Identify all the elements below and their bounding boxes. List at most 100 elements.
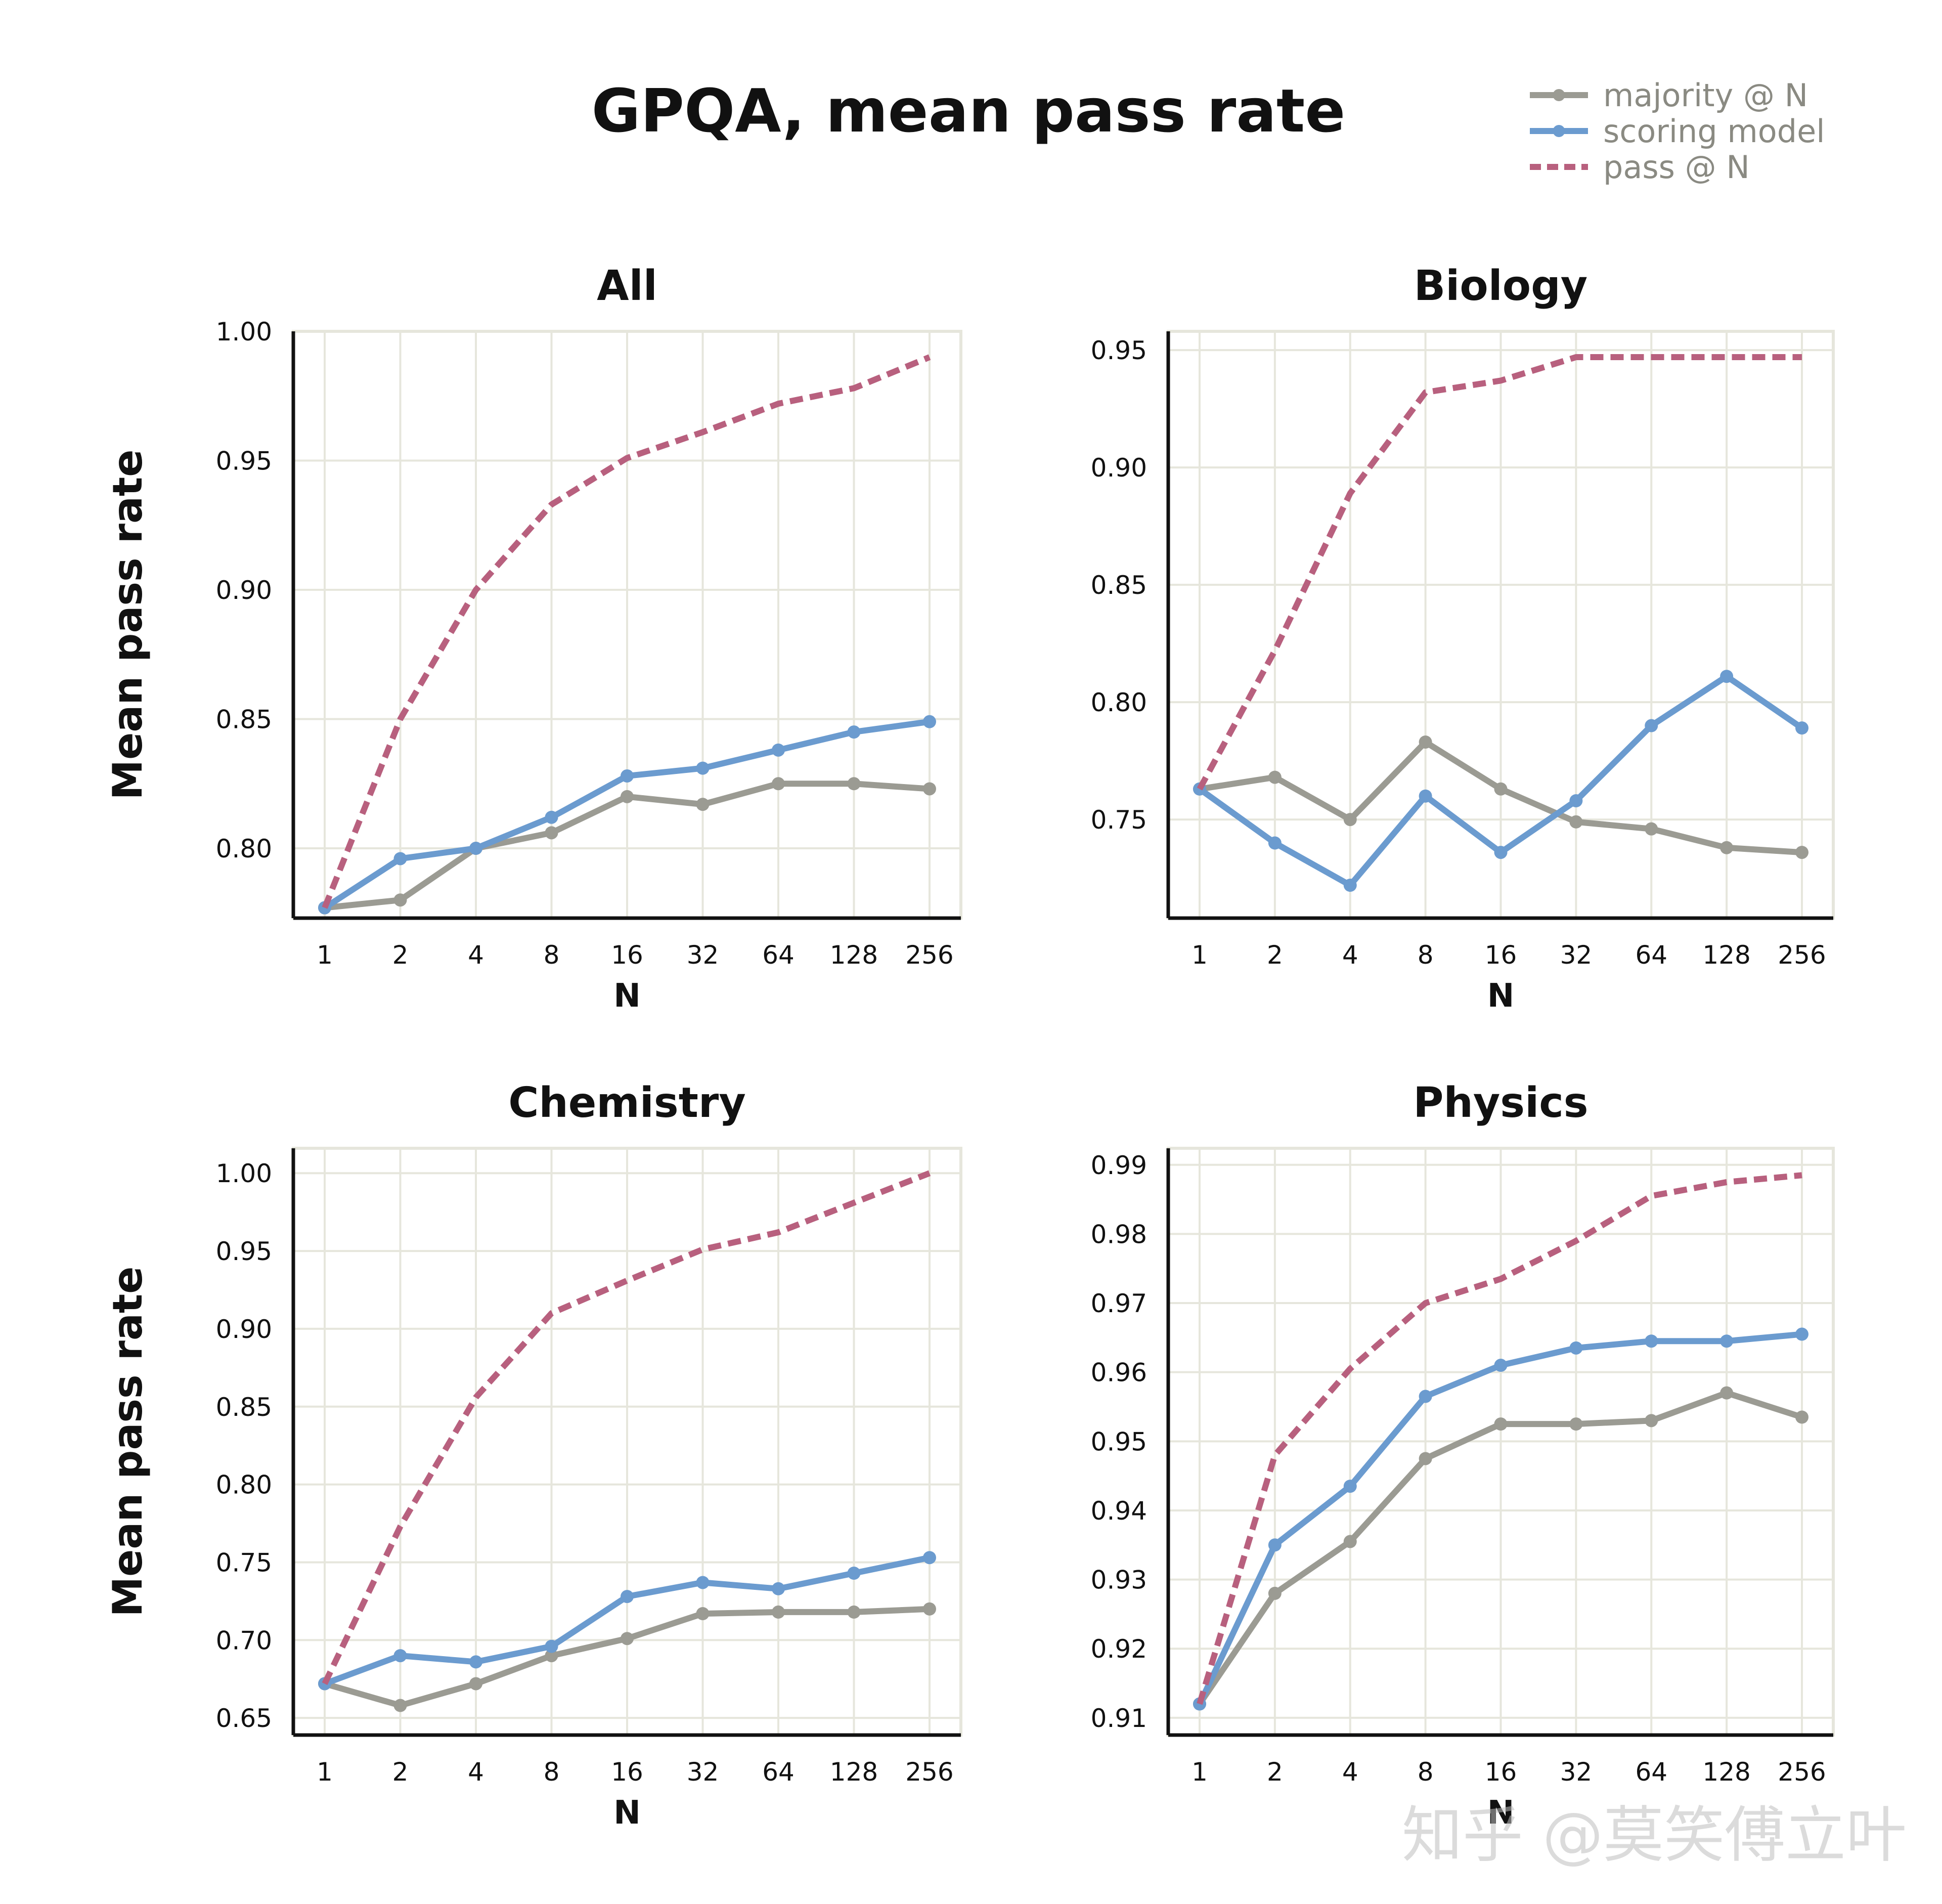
x-tick-label: 4 xyxy=(1342,940,1358,970)
data-point xyxy=(1268,1538,1282,1552)
y-tick-label: 0.90 xyxy=(216,1315,272,1344)
data-point xyxy=(545,826,558,840)
data-point xyxy=(1720,1334,1734,1348)
data-point xyxy=(1795,1327,1808,1341)
data-point xyxy=(545,810,558,824)
data-point xyxy=(621,769,634,783)
x-tick-label: 8 xyxy=(544,1757,560,1787)
data-point xyxy=(621,790,634,803)
data-point xyxy=(1268,836,1282,850)
x-tick-label: 128 xyxy=(830,1757,878,1787)
x-tick-label: 64 xyxy=(762,940,795,970)
panel-title: All xyxy=(597,262,657,310)
x-tick-label: 128 xyxy=(1702,940,1750,970)
data-point xyxy=(621,1590,634,1604)
data-point xyxy=(1494,1417,1508,1431)
series-pass-n xyxy=(1197,354,1802,791)
y-tick-label: 0.95 xyxy=(1091,1427,1147,1456)
data-point xyxy=(1645,1334,1658,1348)
series-line xyxy=(1197,354,1802,791)
data-point xyxy=(1494,782,1508,796)
x-tick-label: 32 xyxy=(687,940,719,970)
y-tick-label: 0.70 xyxy=(216,1626,272,1655)
x-axis-label: N xyxy=(1487,1794,1515,1832)
y-tick-label: 0.94 xyxy=(1091,1496,1147,1526)
data-point xyxy=(1343,1535,1357,1548)
data-point xyxy=(1569,1417,1583,1431)
x-tick-label: 32 xyxy=(687,1757,719,1787)
data-point xyxy=(1720,841,1734,854)
y-tick-label: 0.85 xyxy=(216,705,272,734)
data-point xyxy=(469,1677,482,1691)
series-scoring-model xyxy=(318,1551,936,1691)
x-tick-label: 256 xyxy=(1778,940,1826,970)
panel-all: 0.80 0.85 0.90 0.95 1.00 1 2 4 8 16 32 64 128 256 All N… xyxy=(104,262,962,1015)
panel-title: Biology xyxy=(1414,262,1588,310)
x-tick-label: 32 xyxy=(1560,1757,1593,1787)
x-tick-label: 1 xyxy=(1191,1757,1208,1787)
x-tick-label: 256 xyxy=(905,1757,953,1787)
legend-item-majority-n: majority @ N xyxy=(1530,77,1808,114)
x-tick-label: 2 xyxy=(392,1757,409,1787)
y-tick-label: 0.95 xyxy=(216,1237,272,1266)
x-tick-label: 64 xyxy=(762,1757,795,1787)
data-point xyxy=(696,1607,710,1620)
series-pass-n xyxy=(322,1170,931,1685)
data-point xyxy=(1419,735,1432,749)
x-axis-label: N xyxy=(613,977,641,1015)
x-tick-label: 2 xyxy=(392,940,409,970)
data-point xyxy=(1343,813,1357,827)
data-point xyxy=(1419,789,1432,803)
x-tick-label: 64 xyxy=(1635,940,1667,970)
data-point xyxy=(545,1649,558,1663)
x-tick-label: 16 xyxy=(1485,940,1517,970)
data-point xyxy=(696,798,710,811)
y-tick-label: 0.75 xyxy=(216,1548,272,1577)
legend-marker xyxy=(1553,89,1565,101)
y-axis-label: Mean pass rate xyxy=(104,450,151,800)
data-point xyxy=(847,1567,861,1580)
x-tick-label: 128 xyxy=(1702,1757,1750,1787)
y-tick-label: 0.90 xyxy=(1091,453,1147,483)
x-axis-label: N xyxy=(1487,977,1515,1015)
series-line xyxy=(322,354,931,909)
data-point xyxy=(393,852,407,866)
y-tick-label: 0.99 xyxy=(1091,1151,1147,1180)
y-tick-label: 0.85 xyxy=(216,1393,272,1422)
x-tick-label: 8 xyxy=(1418,940,1434,970)
data-point xyxy=(469,842,482,855)
y-tick-label: 0.93 xyxy=(1091,1566,1147,1595)
data-point xyxy=(1569,1341,1583,1355)
legend-marker xyxy=(1553,125,1565,137)
data-point xyxy=(393,1699,407,1712)
series-scoring-model xyxy=(318,715,936,915)
data-point xyxy=(393,1649,407,1663)
series-majority-n xyxy=(1193,735,1808,859)
data-point xyxy=(1569,794,1583,807)
data-point xyxy=(1569,815,1583,829)
data-point xyxy=(1343,879,1357,892)
data-point xyxy=(469,1655,482,1669)
panel-title: Physics xyxy=(1413,1079,1588,1127)
y-axis-label: Mean pass rate xyxy=(104,1267,151,1617)
data-point xyxy=(1268,1586,1282,1600)
x-tick-label: 1 xyxy=(317,1757,333,1787)
data-point xyxy=(772,1605,785,1619)
data-point xyxy=(1645,1414,1658,1427)
data-point xyxy=(1268,770,1282,784)
y-tick-label: 0.92 xyxy=(1091,1634,1147,1664)
data-point xyxy=(1795,721,1808,735)
y-tick-label: 0.90 xyxy=(216,576,272,605)
data-point xyxy=(772,777,785,791)
legend-item-pass-n: pass @ N xyxy=(1530,149,1750,186)
x-tick-label: 4 xyxy=(1342,1757,1358,1787)
data-point xyxy=(923,715,936,728)
x-tick-label: 2 xyxy=(1267,940,1283,970)
figure-title: GPQA, mean pass rate xyxy=(592,76,1346,146)
x-tick-label: 16 xyxy=(1485,1757,1517,1787)
x-tick-label: 16 xyxy=(611,1757,643,1787)
data-point xyxy=(847,725,861,739)
y-tick-label: 0.95 xyxy=(216,447,272,476)
data-point xyxy=(847,1605,861,1619)
